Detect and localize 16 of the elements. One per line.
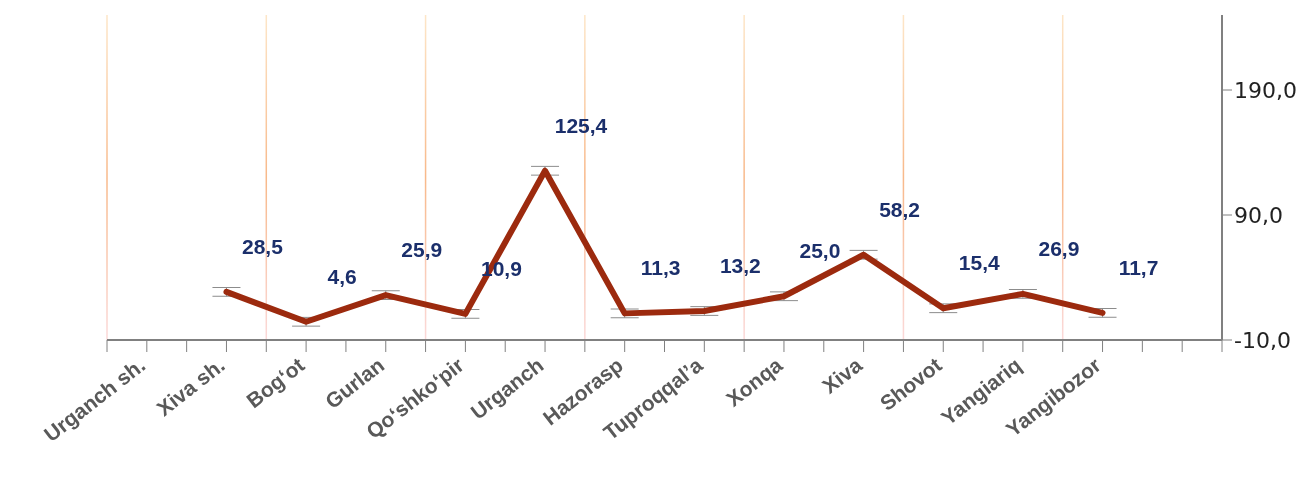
y-tick-label: -10,0	[1234, 327, 1291, 353]
y-tick-label: 190,0	[1234, 77, 1297, 103]
data-label: 125,4	[554, 113, 608, 137]
data-label: 11,7	[1118, 255, 1159, 279]
y-tick-label: 90,0	[1234, 202, 1283, 228]
data-label: 25,9	[401, 238, 443, 262]
data-label: 25,0	[799, 239, 841, 263]
data-label: 13,2	[719, 254, 761, 277]
x-tick-label: Xiva sh.	[152, 353, 229, 421]
data-label: 26,9	[1038, 236, 1080, 260]
x-tick-label: Xiva	[817, 352, 867, 398]
data-label: 58,2	[879, 197, 921, 221]
data-label: 28,5	[242, 234, 284, 258]
data-label: 11,3	[640, 256, 681, 280]
data-label: 15,4	[958, 251, 1001, 275]
data-label: 4,6	[327, 264, 357, 288]
